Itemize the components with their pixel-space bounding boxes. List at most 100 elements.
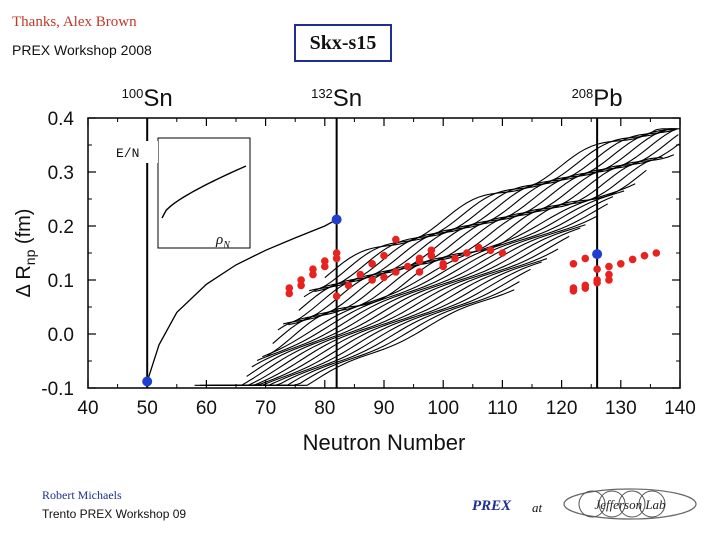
footer-workshop: Trento PREX Workshop 09 [42,507,187,521]
red-data-point [321,257,329,265]
red-data-point [581,281,590,290]
red-data-point [403,262,412,271]
y-tick-label: 0.3 [48,163,74,184]
red-data-point [427,246,436,255]
credit-text: Thanks, Alex Brown [12,14,137,30]
isotope-chain-curve [272,159,652,345]
red-data-point [332,292,341,301]
x-tick-label: 80 [314,398,335,419]
isotope-chain-curve [225,235,570,386]
red-data-point [380,273,388,282]
y-tick-label: 0.4 [48,109,75,130]
inset-x-label: ρN [215,232,231,251]
red-data-point [332,249,341,257]
isotope-chain-curve [246,203,609,377]
inset-frame [157,137,251,249]
isotope-chain-curve [256,190,625,361]
x-axis-label: Neutron Number [303,430,466,455]
red-data-point [605,270,613,279]
svg-text:Jefferson Lab: Jefferson Lab [594,497,666,512]
red-data-point [439,262,448,271]
x-tick-label: 130 [605,398,637,419]
isotope-chain-curve [309,128,677,292]
red-data-point [498,249,507,257]
isotope-chain-curve [241,215,597,386]
red-data-point [356,270,365,279]
isotope-chain-curve [262,183,636,358]
isotope-chain-curve [231,227,581,386]
inset-y-label: E/N [116,146,139,161]
red-data-point [297,281,305,290]
red-data-point [617,260,625,268]
workshop-title: PREX Workshop 2008 [12,42,152,58]
jefferson-lab-logo: Jefferson Lab [563,488,697,520]
isotope-chain-curve [204,268,531,386]
red-data-point [297,276,305,284]
nucleus-label: 100Sn [122,85,173,112]
isotope-chain-curve [298,128,678,311]
red-data-point [427,251,436,260]
x-tick-label: 40 [77,398,98,419]
model-label-box: Skx-s15 [294,24,392,62]
red-data-point [569,284,578,292]
prex-label: PREX [472,498,512,514]
isotope-chain-curve [215,258,548,386]
red-data-point [652,249,661,257]
y-tick-label: -0.1 [41,379,74,400]
y-tick-label: 0.0 [48,325,74,346]
red-data-point [309,270,317,279]
red-data-point [392,235,400,244]
y-axis-label: Δ Rnp (fm) [13,209,38,298]
red-data-point [593,265,601,274]
red-data-point [332,254,341,263]
red-data-point [392,268,400,276]
x-tick-label: 60 [196,398,217,419]
red-data-point [415,268,424,276]
x-tick-label: 70 [255,398,276,419]
red-data-point [415,254,424,263]
red-data-point [569,260,578,268]
x-tick-label: 100 [427,398,459,419]
inset-y-label-bg [108,141,158,163]
isotope-chain-curve [194,289,515,386]
x-tick-label: 50 [137,398,158,419]
red-data-point [285,289,294,298]
nucleus-label: 132Sn [311,85,362,112]
isotope-chain-curve [303,128,677,298]
at-label: at [532,500,543,515]
isotope-chain-curve [236,224,586,386]
isotope-chain-curve [314,129,676,293]
red-data-point [344,281,353,290]
red-data-point [605,276,613,284]
isotope-chain-curve [282,154,675,325]
red-data-point [321,262,329,271]
isotope-chain-curve [288,143,680,326]
red-data-point [285,284,294,292]
red-data-point [605,262,613,271]
y-tick-label: 0.2 [48,217,74,238]
blue-data-point [331,214,342,225]
isotope-chain-curve [277,156,663,331]
red-data-point [474,243,483,252]
isotope-chain-curve [251,196,614,368]
red-data-point [640,251,649,260]
x-tick-label: 110 [487,398,517,419]
x-tick-label: 120 [546,398,578,419]
blue-data-point [142,376,153,387]
red-data-point [593,276,601,284]
x-tick-label: 140 [664,398,696,419]
red-data-point [309,265,317,274]
red-data-point [380,251,388,260]
footer-author: Robert Michaels [42,488,122,502]
isotope-chain-curve [324,128,680,279]
y-tick-label: 0.1 [48,271,74,292]
isotope-chain-curve [210,261,542,386]
isotope-chain-curve [220,248,559,386]
red-data-point [463,249,471,257]
x-tick-label: 90 [373,398,394,419]
red-data-point [581,254,590,263]
red-data-point [486,246,495,255]
red-data-point [368,260,376,268]
red-data-point [451,254,459,263]
